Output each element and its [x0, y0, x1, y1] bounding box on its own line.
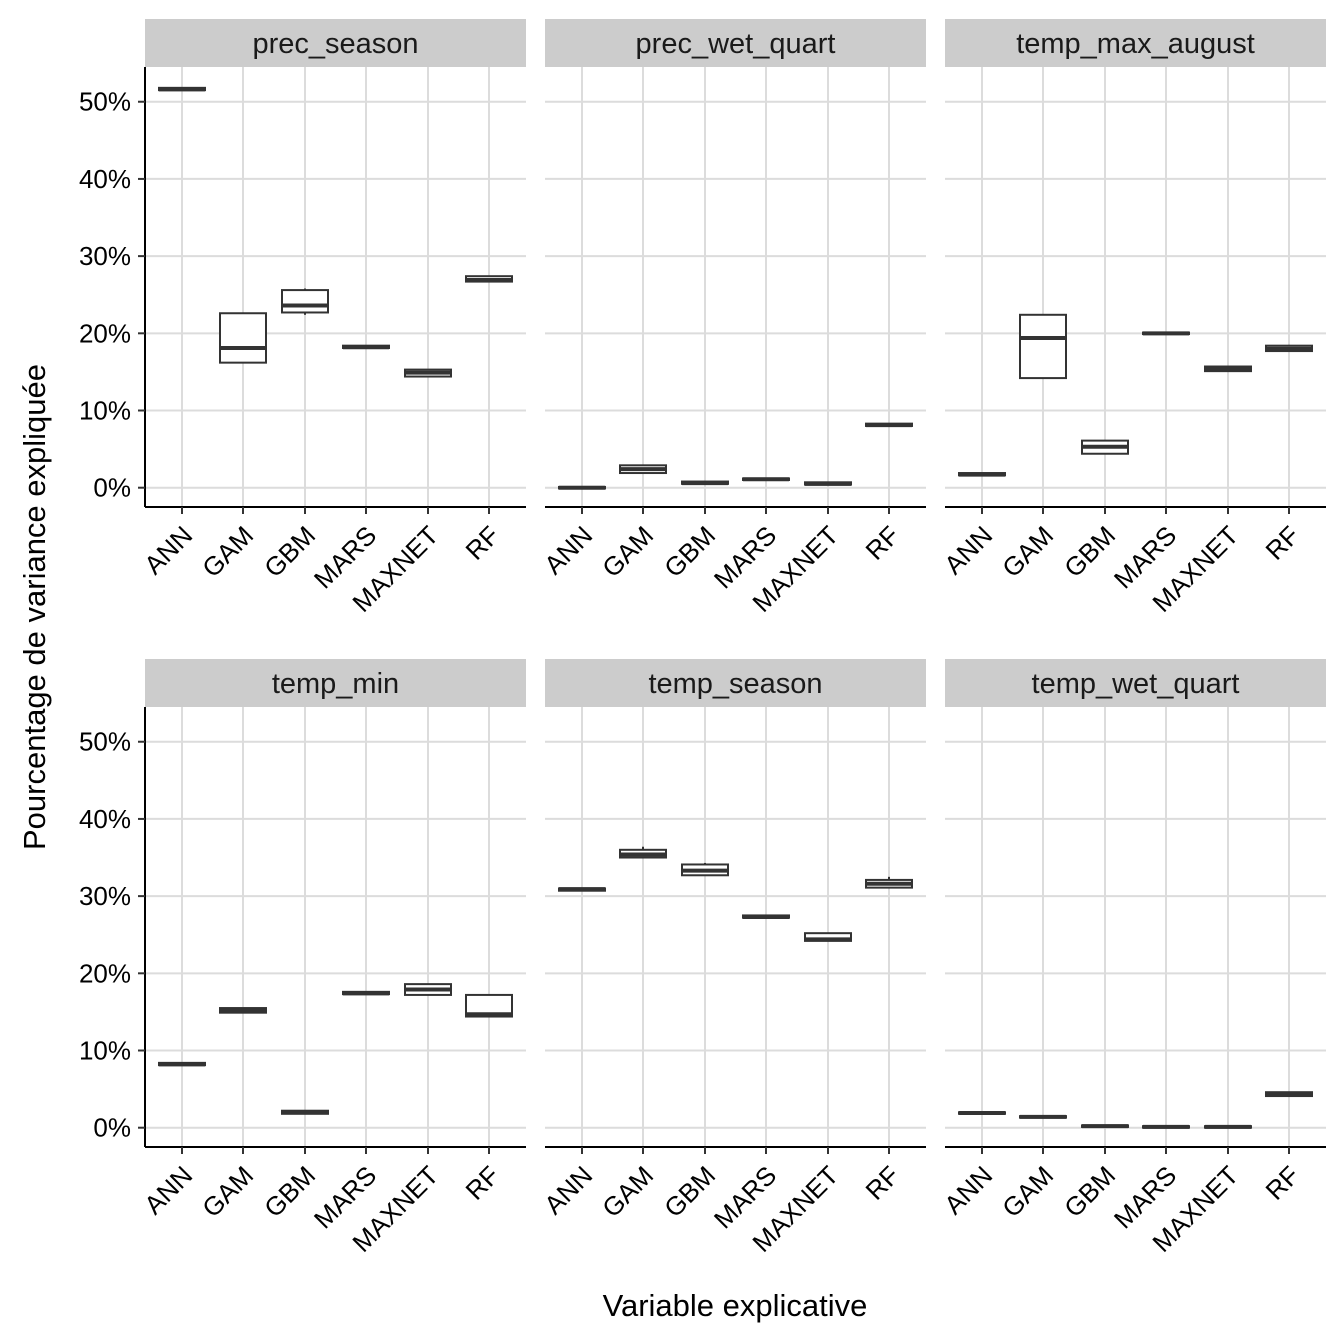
boxplot-maxnet	[804, 932, 852, 942]
x-tick-label: RF	[460, 1160, 506, 1206]
boxplot-rf	[865, 422, 913, 428]
x-tick-label: RF	[860, 1160, 906, 1206]
boxplot-ann	[558, 485, 606, 490]
boxplot-mars	[742, 477, 790, 482]
x-axis-title: Variable explicative	[603, 1288, 868, 1323]
facet-strip	[545, 659, 926, 707]
boxplot-maxnet	[404, 368, 452, 378]
x-tick-label: ANN	[538, 1160, 598, 1220]
x-tick-label: ANN	[138, 1160, 198, 1220]
facet-strip-label: temp_season	[648, 668, 822, 700]
boxplot-ann	[958, 472, 1006, 477]
x-tick-label: ANN	[938, 1160, 998, 1220]
x-tick-label: RF	[460, 520, 506, 566]
y-tick-label: 0%	[93, 473, 131, 503]
boxplot-gbm	[1081, 1124, 1129, 1129]
facet-strip-label: prec_season	[252, 28, 418, 60]
x-tick-label: RF	[1260, 520, 1306, 566]
facet-panels: prec_season0%10%20%30%40%50%ANNGAMGBMMAR…	[79, 19, 1326, 1258]
facet-strip	[945, 659, 1326, 707]
boxplot-gam	[219, 1007, 267, 1014]
boxplot-gbm	[681, 862, 729, 877]
boxplot-maxnet	[804, 481, 852, 486]
boxplot-ann	[158, 1061, 206, 1067]
box-iqr	[219, 312, 267, 364]
boxplot-gbm	[281, 288, 329, 315]
x-tick-label: ANN	[538, 520, 598, 580]
boxplot-ann	[158, 86, 206, 92]
boxplot-gbm	[681, 480, 729, 486]
y-tick-label: 50%	[79, 87, 131, 117]
x-tick-label: GAM	[996, 520, 1059, 583]
facet-strip	[945, 19, 1326, 67]
facet-strip-label: prec_wet_quart	[636, 28, 836, 60]
y-axis-title: Pourcentage de variance expliquée	[17, 364, 52, 850]
y-tick-label: 30%	[79, 241, 131, 271]
facet-strip-label: temp_min	[272, 668, 399, 700]
box-iqr	[1019, 313, 1067, 380]
boxplot-gam	[619, 846, 667, 859]
facet-panel-temp-min: temp_min0%10%20%30%40%50%ANNGAMGBMMARSMA…	[79, 659, 526, 1258]
x-tick-label: GAM	[596, 1160, 659, 1223]
x-tick-label: GAM	[196, 1160, 259, 1223]
boxplot-gam	[1019, 313, 1067, 380]
y-tick-label: 50%	[79, 727, 131, 757]
x-tick-label: ANN	[938, 520, 998, 580]
boxplot-rf	[865, 876, 913, 889]
boxplot-ann	[958, 1111, 1006, 1116]
boxplot-mars	[1142, 1124, 1190, 1129]
y-tick-label: 40%	[79, 164, 131, 194]
y-tick-label: 30%	[79, 881, 131, 911]
y-tick-label: 10%	[79, 1036, 131, 1066]
boxplot-maxnet	[404, 983, 452, 996]
y-tick-label: 10%	[79, 396, 131, 426]
boxplot-mars	[342, 344, 390, 350]
boxplot-mars	[1142, 331, 1190, 336]
x-tick-label: ANN	[138, 520, 198, 580]
x-tick-label: GAM	[596, 520, 659, 583]
y-tick-label: 20%	[79, 318, 131, 348]
facet-strip	[145, 19, 526, 67]
boxplot-gbm	[281, 1109, 329, 1115]
boxplot-mars	[342, 990, 390, 996]
facet-strip	[545, 19, 926, 67]
boxplot-rf	[465, 275, 513, 283]
boxplot-rf	[465, 993, 513, 1018]
y-tick-label: 0%	[93, 1113, 131, 1143]
y-tick-label: 40%	[79, 804, 131, 834]
box-iqr	[281, 289, 329, 314]
boxplot-ann	[558, 887, 606, 892]
facet-strip-label: temp_wet_quart	[1032, 668, 1240, 700]
x-tick-label: GAM	[996, 1160, 1059, 1223]
boxplot-maxnet	[1204, 365, 1252, 373]
boxplot-maxnet	[1204, 1124, 1252, 1129]
x-tick-label: RF	[1260, 1160, 1306, 1206]
y-tick-label: 20%	[79, 958, 131, 988]
boxplot-gam	[619, 464, 667, 475]
boxplot-gam	[1019, 1114, 1067, 1119]
facet-strip-label: temp_max_august	[1016, 28, 1255, 60]
x-tick-label: GAM	[196, 520, 259, 583]
boxplot-mars	[742, 914, 790, 919]
x-tick-label: RF	[860, 520, 906, 566]
boxplot-gam	[219, 312, 267, 364]
box-iqr	[465, 993, 513, 1018]
boxplot-rf	[1265, 1091, 1313, 1098]
facet-panel-prec-season: prec_season0%10%20%30%40%50%ANNGAMGBMMAR…	[79, 19, 526, 618]
boxplot-gbm	[1081, 439, 1129, 455]
facet-strip	[145, 659, 526, 707]
boxplot-rf	[1265, 344, 1313, 353]
